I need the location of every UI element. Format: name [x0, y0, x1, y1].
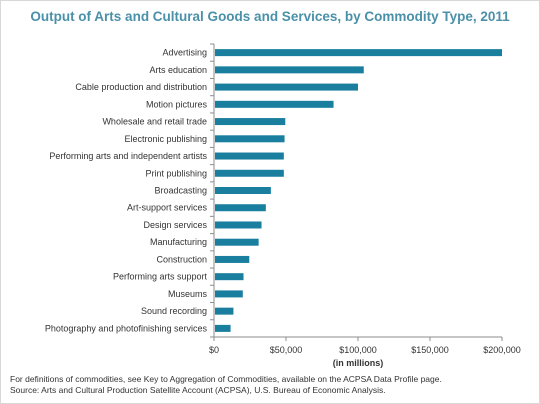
bar: [215, 118, 286, 126]
bar: [215, 66, 364, 74]
category-label: Advertising: [162, 48, 207, 58]
bar: [215, 169, 284, 177]
category-label: Print publishing: [145, 168, 207, 178]
category-label: Design services: [143, 220, 207, 230]
x-axis-label: (in millions): [333, 358, 384, 368]
category-label: Arts education: [149, 65, 207, 75]
bar: [215, 307, 234, 315]
bar: [215, 204, 266, 212]
bar: [215, 238, 259, 246]
bar: [215, 255, 250, 263]
bar: [215, 221, 262, 229]
category-label: Sound recording: [141, 306, 207, 316]
x-tick-label: $150,000: [411, 345, 449, 355]
x-tick-label: $0: [209, 345, 219, 355]
bar: [215, 49, 502, 57]
source-note: Source: Arts and Cultural Production Sat…: [10, 385, 386, 395]
footnotes: For definitions of commodities, see Key …: [10, 374, 530, 396]
category-label: Manufacturing: [150, 237, 207, 247]
x-tick-label: $200,000: [483, 345, 521, 355]
category-label: Photography and photofinishing services: [45, 323, 208, 333]
category-label: Wholesale and retail trade: [102, 117, 207, 127]
category-label: Broadcasting: [154, 186, 207, 196]
bar: [215, 273, 244, 281]
bar: [215, 83, 358, 91]
x-tick-label: $100,000: [339, 345, 377, 355]
bar: [215, 187, 271, 194]
bar: [215, 135, 285, 143]
category-label: Art-support services: [127, 203, 208, 213]
category-label: Performing arts support: [113, 272, 208, 282]
bar: [215, 152, 284, 160]
category-label: Construction: [156, 254, 207, 264]
bar: [215, 290, 243, 298]
bar: [215, 100, 334, 108]
chart-title: Output of Arts and Cultural Goods and Se…: [30, 9, 510, 24]
category-label: Motion pictures: [146, 99, 208, 109]
definitions-note: For definitions of commodities, see Key …: [10, 374, 442, 384]
category-label: Museums: [168, 289, 208, 299]
bar: [215, 324, 231, 332]
x-tick-label: $50,000: [270, 345, 303, 355]
category-label: Performing arts and independent artists: [49, 151, 207, 161]
category-label: Electronic publishing: [124, 134, 207, 144]
category-label: Cable production and distribution: [75, 82, 207, 92]
